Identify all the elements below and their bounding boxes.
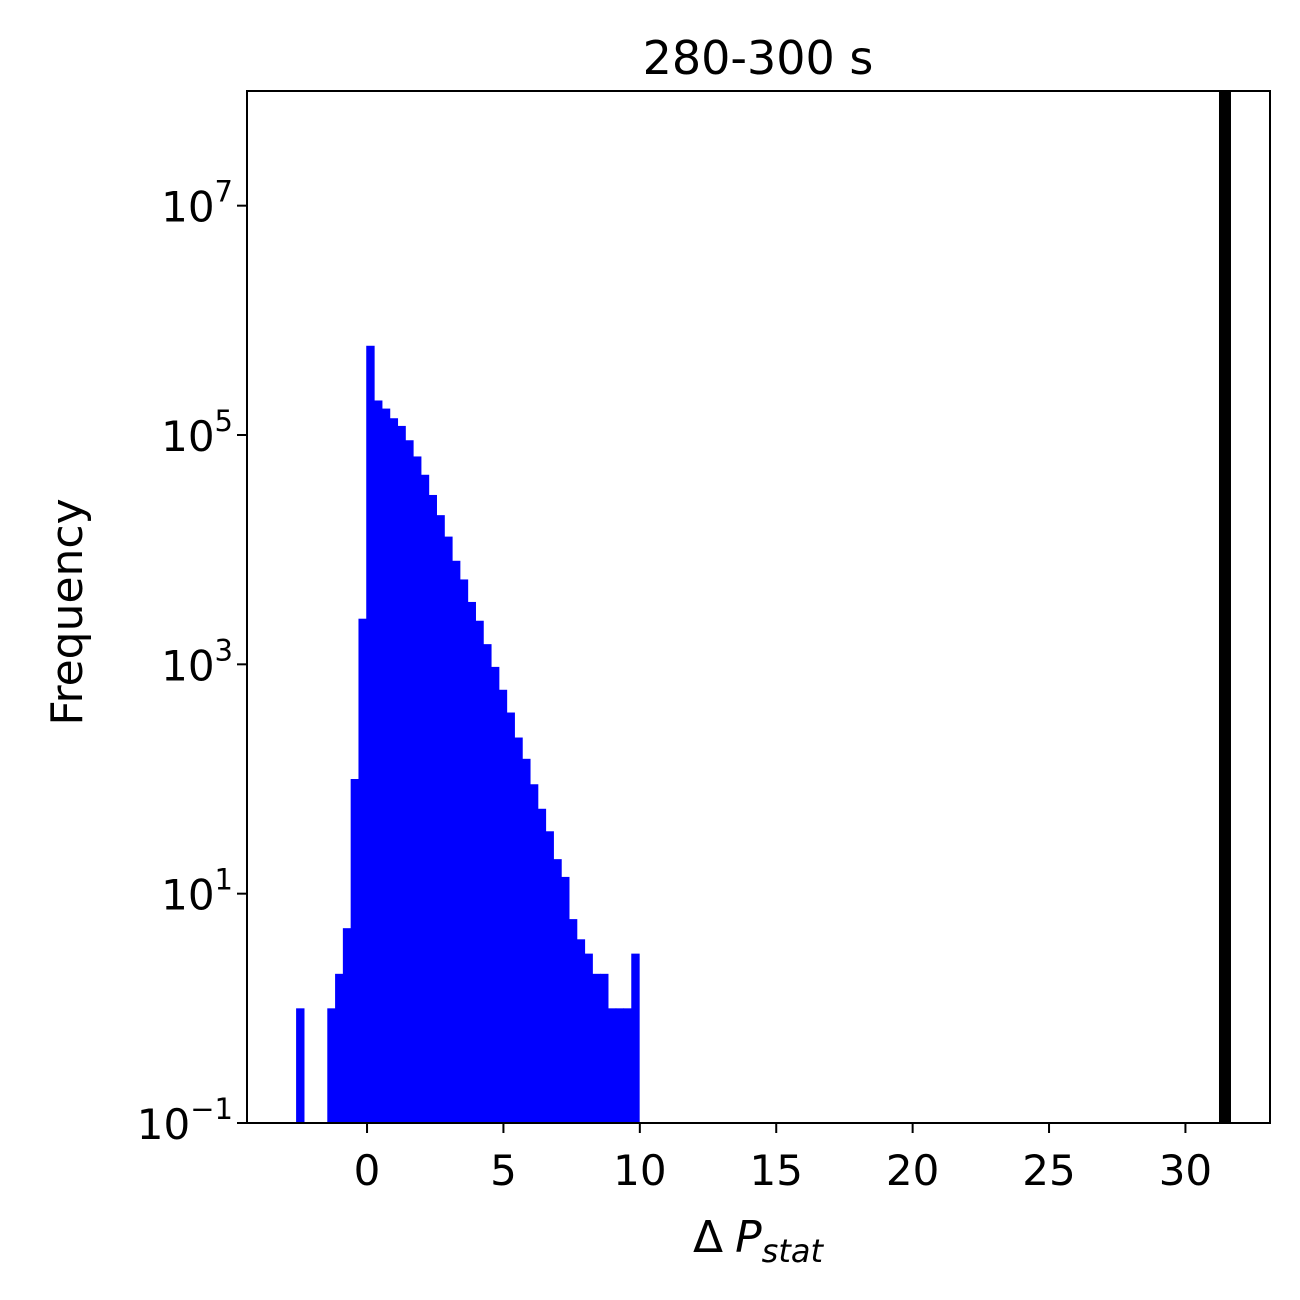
- x-tick-label: 20: [886, 1146, 939, 1195]
- y-axis-label: Frequency: [42, 498, 93, 725]
- x-tick-label: 0: [354, 1146, 381, 1195]
- histogram-bar: [506, 712, 515, 1123]
- y-tick-label: 105: [161, 404, 233, 461]
- x-axis-label: Δ Pstat: [693, 1212, 824, 1270]
- x-axis-label-delta: Δ: [693, 1212, 723, 1263]
- histogram-bar: [623, 1008, 632, 1123]
- histogram-bar: [615, 1008, 625, 1123]
- x-axis-ticks: 0 5 10 15 20 25 30: [354, 1123, 1212, 1195]
- histogram-bar: [358, 618, 367, 1123]
- x-tick-label: 30: [1159, 1146, 1212, 1195]
- y-tick-label: 107: [161, 175, 233, 232]
- chart-title: 280-300 s: [643, 31, 874, 85]
- x-tick-label: 5: [490, 1146, 517, 1195]
- histogram-bar: [405, 440, 414, 1123]
- histogram-bar: [397, 425, 406, 1123]
- histogram-bar: [600, 973, 609, 1123]
- histogram-bar: [444, 536, 453, 1123]
- histogram-bar: [467, 601, 476, 1123]
- histogram-bar: [342, 928, 352, 1123]
- histogram-bar: [475, 620, 484, 1123]
- x-tick-label: 25: [1022, 1146, 1075, 1195]
- y-tick-label: 10−1: [137, 1092, 233, 1149]
- y-tick-label: 101: [161, 863, 233, 920]
- histogram-bar: [381, 408, 391, 1124]
- histogram-bar: [296, 1008, 305, 1123]
- histogram-bar: [568, 919, 578, 1123]
- x-tick-label: 10: [613, 1146, 666, 1195]
- histogram-bar: [420, 474, 430, 1123]
- histogram-bar: [522, 758, 531, 1123]
- histogram-bar: [366, 345, 375, 1123]
- histogram-bar: [607, 1008, 617, 1123]
- histogram-bar: [498, 689, 508, 1123]
- histogram-bar: [436, 515, 445, 1123]
- histogram-bar: [490, 666, 500, 1123]
- histogram-bar: [389, 418, 399, 1123]
- histogram-bar: [413, 456, 422, 1123]
- y-tick-label: 103: [161, 633, 233, 690]
- x-axis-label-main: P: [735, 1212, 762, 1263]
- marker-line-group: [1218, 91, 1231, 1123]
- histogram-bar: [584, 953, 593, 1123]
- histogram-bar: [529, 784, 539, 1123]
- histogram-bar: [561, 876, 570, 1123]
- histogram-bar: [459, 579, 469, 1123]
- histogram-bar: [576, 939, 586, 1123]
- histogram-bar: [553, 859, 562, 1123]
- histogram-bar: [631, 953, 640, 1123]
- y-axis-ticks: 10−1 101 103 105 107: [137, 175, 247, 1149]
- histogram-bar: [537, 808, 547, 1123]
- histogram-bar: [545, 831, 554, 1123]
- histogram-bar: [350, 779, 360, 1123]
- histogram-bar: [327, 1008, 336, 1123]
- x-axis-label-subscript: stat: [762, 1232, 825, 1270]
- x-tick-label: 15: [750, 1146, 803, 1195]
- histogram-bar: [514, 737, 523, 1123]
- histogram-bar: [592, 973, 601, 1123]
- histogram-bar: [374, 400, 383, 1124]
- histogram-bar: [335, 973, 344, 1123]
- histogram-bar: [451, 560, 461, 1123]
- histogram-bar: [483, 644, 492, 1123]
- histogram-bar: [428, 494, 437, 1124]
- plot-frame: [246, 90, 1271, 1124]
- marker-line: [1218, 91, 1231, 1123]
- histogram-bars: [296, 345, 640, 1124]
